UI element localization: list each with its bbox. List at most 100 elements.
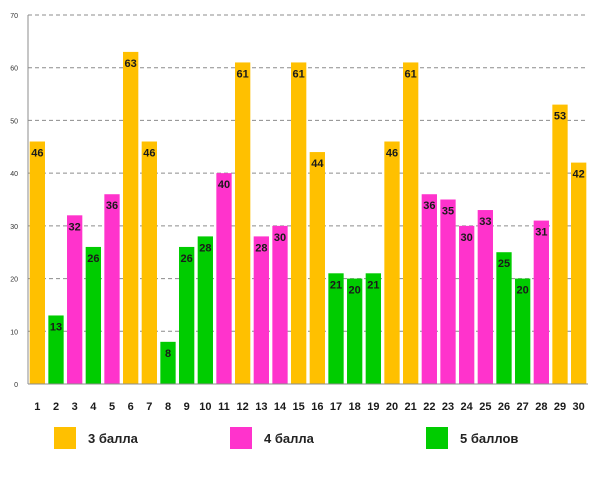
data-label: 20 bbox=[517, 285, 529, 297]
legend-label-3: 3 балла bbox=[88, 430, 138, 446]
x-tick-label: 15 bbox=[293, 401, 305, 413]
bar bbox=[291, 62, 307, 384]
data-label: 26 bbox=[87, 253, 99, 265]
x-tick-label: 22 bbox=[423, 401, 435, 413]
y-tick-label: 50 bbox=[10, 118, 18, 125]
bar bbox=[384, 141, 400, 384]
data-label: 36 bbox=[106, 200, 118, 212]
x-tick-label: 17 bbox=[330, 401, 342, 413]
bar bbox=[29, 141, 45, 384]
x-tick-label: 9 bbox=[184, 401, 190, 413]
x-tick-label: 25 bbox=[479, 401, 491, 413]
bar bbox=[552, 104, 568, 384]
y-tick-label: 40 bbox=[10, 171, 18, 178]
data-label: 21 bbox=[330, 279, 342, 291]
bar bbox=[123, 51, 139, 385]
x-tick-label: 27 bbox=[517, 401, 529, 413]
bar bbox=[85, 246, 101, 384]
x-tick-label: 8 bbox=[165, 401, 171, 413]
y-tick-label: 0 bbox=[14, 382, 18, 389]
data-label: 26 bbox=[181, 253, 193, 265]
x-tick-label: 29 bbox=[554, 401, 566, 413]
x-tick-label: 23 bbox=[442, 401, 454, 413]
x-tick-label: 1 bbox=[34, 401, 40, 413]
bar bbox=[48, 315, 64, 384]
x-tick-label: 18 bbox=[349, 401, 361, 413]
data-label: 21 bbox=[367, 279, 379, 291]
bar bbox=[477, 210, 493, 384]
legend-label-5: 5 баллов bbox=[460, 430, 519, 446]
data-label: 42 bbox=[573, 169, 585, 181]
data-label: 28 bbox=[199, 242, 211, 254]
data-label: 20 bbox=[349, 285, 361, 297]
x-tick-label: 13 bbox=[255, 401, 267, 413]
x-tick-label: 26 bbox=[498, 401, 510, 413]
bar bbox=[160, 341, 176, 384]
y-tick-label: 70 bbox=[10, 13, 18, 20]
x-axis-tick-labels: 1 2 3 4 5 6 7 8 9 10 11 12 13 14 15 16 17 18 19 20 21 22 23 24 2… bbox=[34, 401, 585, 413]
x-tick-label: 5 bbox=[109, 401, 115, 413]
data-label: 46 bbox=[143, 148, 155, 160]
bar bbox=[440, 199, 456, 384]
bar bbox=[347, 278, 363, 384]
data-label: 31 bbox=[535, 227, 547, 239]
data-label: 63 bbox=[125, 58, 137, 70]
x-tick-label: 4 bbox=[90, 401, 97, 413]
x-tick-label: 20 bbox=[386, 401, 398, 413]
y-tick-label: 30 bbox=[10, 224, 18, 231]
x-tick-label: 3 bbox=[72, 401, 78, 413]
data-label: 30 bbox=[461, 232, 473, 244]
bar bbox=[216, 173, 232, 384]
x-tick-label: 6 bbox=[128, 401, 134, 413]
data-label: 35 bbox=[442, 206, 454, 218]
bar bbox=[459, 225, 475, 384]
data-label: 28 bbox=[255, 242, 267, 254]
x-tick-label: 2 bbox=[53, 401, 59, 413]
x-tick-label: 7 bbox=[146, 401, 152, 413]
data-label: 61 bbox=[405, 68, 417, 80]
bar bbox=[179, 246, 195, 384]
legend-swatch-3 bbox=[54, 427, 76, 449]
data-label: 32 bbox=[69, 221, 81, 233]
bar bbox=[515, 278, 531, 384]
bar bbox=[67, 215, 83, 384]
data-label: 13 bbox=[50, 321, 62, 333]
gridlines bbox=[28, 14, 588, 332]
bars bbox=[29, 51, 587, 385]
bar bbox=[571, 162, 587, 384]
bar bbox=[309, 152, 325, 384]
bar bbox=[533, 220, 549, 384]
y-tick-label: 20 bbox=[10, 277, 18, 284]
data-label: 46 bbox=[31, 148, 43, 160]
data-label: 30 bbox=[274, 232, 286, 244]
legend-item-5: 5 баллов bbox=[426, 426, 518, 450]
data-label: 8 bbox=[165, 348, 171, 360]
data-label: 36 bbox=[423, 200, 435, 212]
x-tick-label: 11 bbox=[218, 401, 230, 413]
y-tick-label: 60 bbox=[10, 66, 18, 73]
data-label: 33 bbox=[479, 216, 491, 228]
data-label: 46 bbox=[386, 148, 398, 160]
bar bbox=[197, 236, 213, 384]
legend-swatch-4 bbox=[230, 427, 252, 449]
data-label: 61 bbox=[237, 68, 249, 80]
y-axis-tick-labels: 0 10 20 30 40 50 60 70 bbox=[10, 13, 18, 389]
bar bbox=[104, 194, 120, 384]
data-label: 61 bbox=[293, 68, 305, 80]
x-tick-label: 14 bbox=[274, 401, 287, 413]
data-label: 53 bbox=[554, 111, 566, 123]
bar bbox=[328, 273, 344, 384]
legend-item-3: 3 балла bbox=[54, 426, 138, 450]
data-labels: 46 13 32 26 36 63 46 8 26 28 40 61 28 30 61 44 21 20 21 46 6… bbox=[31, 58, 585, 360]
bar bbox=[421, 194, 437, 384]
data-label: 40 bbox=[218, 179, 230, 191]
x-tick-label: 10 bbox=[199, 401, 211, 413]
x-tick-label: 16 bbox=[311, 401, 323, 413]
x-tick-label: 12 bbox=[237, 401, 249, 413]
bar bbox=[253, 236, 269, 384]
legend-item-4: 4 балла bbox=[230, 426, 314, 450]
legend-label-4: 4 балла bbox=[264, 430, 314, 446]
bar bbox=[496, 252, 512, 384]
x-tick-label: 30 bbox=[573, 401, 585, 413]
